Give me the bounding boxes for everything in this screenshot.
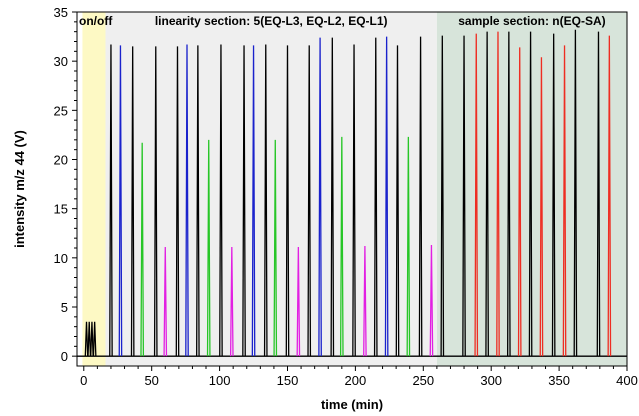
y-axis-title: intensity m/z 44 (V)	[12, 130, 27, 248]
peak	[175, 46, 180, 357]
section-label-0: on/off	[79, 14, 113, 28]
peak	[474, 33, 479, 357]
onoff-peak	[87, 321, 92, 357]
peak	[395, 45, 400, 357]
x-tick-label: 250	[412, 373, 434, 388]
peak	[263, 44, 268, 357]
onoff-peak	[84, 321, 89, 357]
section-labels: on/off linearity section: 5(EQ-L3, EQ-L2,…	[79, 14, 606, 28]
peak	[140, 142, 145, 357]
peak	[562, 45, 567, 357]
y-tick-label: 25	[54, 103, 68, 118]
section-backgrounds	[82, 12, 627, 366]
peak	[285, 45, 290, 357]
peak	[273, 139, 278, 357]
section-label-1: linearity section: 5(EQ-L3, EQ-L2, EQ-L1…	[155, 14, 388, 28]
y-tick-label: 0	[61, 349, 68, 364]
peak	[206, 139, 211, 357]
peak	[219, 44, 223, 357]
peak	[318, 37, 322, 357]
peak	[462, 35, 466, 357]
peak	[307, 45, 312, 357]
y-tick-label: 15	[54, 202, 68, 217]
peak	[496, 31, 500, 357]
peak	[440, 35, 445, 357]
y-tick-label: 35	[54, 5, 68, 20]
peak	[418, 36, 423, 357]
peak	[528, 31, 533, 357]
peak	[551, 33, 556, 357]
peak	[596, 31, 601, 357]
peak	[406, 136, 411, 357]
peak	[130, 46, 135, 357]
peak	[373, 37, 378, 357]
peak	[296, 247, 301, 357]
peak	[109, 44, 113, 357]
peak	[363, 246, 367, 357]
peak	[185, 44, 189, 357]
peak	[251, 45, 256, 357]
peak	[153, 46, 158, 357]
peak	[352, 44, 356, 357]
peak	[539, 57, 544, 357]
peak	[229, 247, 234, 357]
chromatogram-peaks	[77, 29, 627, 357]
x-tick-label: 300	[480, 373, 502, 388]
x-tick-label: 400	[616, 373, 638, 388]
peak	[517, 47, 522, 357]
x-tick-label: 200	[345, 373, 367, 388]
y-tick-label: 10	[54, 251, 68, 266]
section-background-0	[82, 12, 106, 366]
peak	[607, 35, 612, 357]
y-tick-label: 5	[61, 300, 68, 315]
x-axis-title: time (min)	[321, 397, 383, 412]
y-tick-label: 20	[54, 153, 68, 168]
onoff-peak	[90, 321, 94, 357]
peak	[485, 31, 489, 357]
section-label-2: sample section: n(EQ-SA)	[458, 14, 605, 28]
onoff-peak	[92, 321, 97, 357]
peak	[196, 45, 200, 357]
section-background-1	[105, 12, 437, 366]
peak	[242, 45, 246, 357]
peak	[384, 36, 389, 357]
peak	[429, 245, 434, 357]
x-tick-label: 50	[144, 373, 158, 388]
peak	[507, 31, 511, 357]
x-tick-label: 100	[209, 373, 231, 388]
peak	[118, 45, 123, 357]
peak	[573, 29, 578, 357]
x-tick-label: 150	[277, 373, 299, 388]
axes: 0 50 100 150 200 250 300 350 400 0 5 10 15 20 25 30 35	[54, 5, 638, 388]
peak	[330, 37, 335, 357]
peak	[163, 247, 168, 357]
x-tick-label: 350	[548, 373, 570, 388]
x-tick-label: 0	[80, 373, 87, 388]
peak	[339, 136, 344, 357]
y-tick-label: 30	[54, 54, 68, 69]
